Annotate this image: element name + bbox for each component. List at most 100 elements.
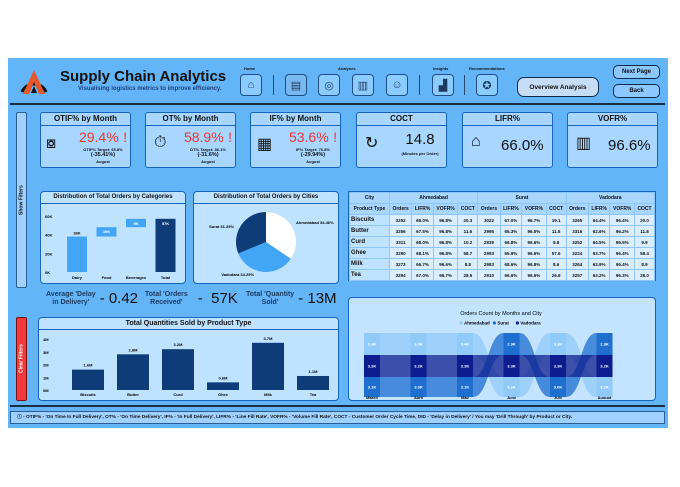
table-cell: 67.0%	[499, 214, 523, 226]
bar	[117, 354, 149, 390]
overview-analysis-button[interactable]: Overview Analysis	[517, 77, 599, 97]
pie-label: Surat 31.25%	[209, 224, 234, 229]
supply-chain-logo	[20, 70, 48, 94]
matrix-table: City Ahmedabad Surat Vadodara Product Type Or…	[349, 192, 656, 281]
data-label: 3.3K	[554, 364, 563, 369]
table-cell: 96.8%	[432, 225, 459, 237]
kpi-card-lifr[interactable]: LIFR% ⌂ 66.0%	[462, 112, 553, 168]
waterfall-svg: 0K 20K 40K 60K 38K Dairy 10K Food 9K Beverages 57K…	[45, 214, 176, 280]
table-cell: 96.3%	[609, 269, 636, 281]
metric-header: LIFR%	[499, 203, 523, 215]
y-tick-label: 40K	[45, 233, 52, 238]
table-cell: 2910	[477, 269, 501, 281]
city-col-header[interactable]: Vadodara	[565, 192, 656, 204]
pie-label: Vadodara 34.29%	[221, 272, 254, 277]
ribbon-flow	[566, 355, 597, 377]
ribbon-segment	[364, 333, 380, 355]
city-col-header[interactable]: Surat	[477, 192, 567, 204]
table-row[interactable]: Curd 3311 68.0% 96.8% 10.2 2939 66.8% 96.6% 9.8 3…	[349, 236, 655, 248]
table-cell: 3311	[388, 236, 413, 248]
table-cell: 96.4%	[609, 258, 636, 270]
table-cell: 11.5	[545, 225, 567, 237]
data-label: 38K	[73, 231, 80, 236]
customers-icon[interactable]: ☺	[386, 74, 408, 96]
ribbon-flow	[380, 355, 411, 377]
legend-label: Surat	[497, 321, 509, 326]
orders-ribbon-chart[interactable]: Orders Count by Months and City Ahmedabad…	[348, 297, 656, 401]
table-cell: 66.6%	[499, 269, 523, 281]
table-cell: 96.4%	[609, 247, 636, 259]
table-cell: 96.6%	[432, 258, 459, 270]
report-analysis-icon[interactable]: ▤	[285, 74, 307, 96]
table-cell: 67.0%	[411, 269, 434, 281]
show-filters-button[interactable]: Show Filters	[16, 112, 27, 288]
data-label: 1.6M	[84, 363, 94, 368]
stat-label: Sold'	[261, 298, 279, 306]
quantities-bar-chart[interactable]: Total Quantities Sold by Product Type 0M…	[38, 317, 339, 401]
total-orders-stat: Total 'Orders Received' - 57K	[145, 290, 238, 307]
metric-header: VOFR%	[521, 203, 547, 215]
ribbon-segment	[596, 355, 613, 377]
stat-value: - 57K	[197, 290, 238, 307]
kpi-card-ot[interactable]: OT% by Month ⏱ 58.9% ! OT% Target: 86.1%…	[145, 112, 236, 168]
table-cell: 3257	[565, 269, 589, 281]
divider	[464, 75, 465, 95]
kpi-card-if[interactable]: IF% by Month ▦ 53.6% ! IF% Target: 76.5%…	[250, 112, 341, 168]
next-page-button[interactable]: Next Page	[613, 65, 660, 79]
metric-header: COCT	[457, 203, 479, 215]
clear-filters-button[interactable]: Clear Filters	[16, 317, 27, 401]
pie-slice	[266, 212, 296, 259]
table-cell: 63.7%	[587, 247, 611, 259]
city-col-header[interactable]: Ahmedabad	[388, 192, 479, 204]
table-cell: 8.9	[634, 258, 655, 270]
table-cell: 3256	[388, 225, 413, 237]
ribbon-segment	[503, 377, 520, 397]
x-tick-label: Beverages	[126, 275, 147, 280]
table-cell: 3290	[388, 247, 413, 259]
ribbon-segment	[503, 333, 520, 355]
kpi-title: OT% by Month	[146, 113, 235, 126]
kpi-note: (Minutes per Order)	[401, 151, 439, 156]
warehouse-check-icon: ⌂	[471, 133, 481, 150]
ribbon-segment	[550, 355, 566, 377]
table-cell: 63.9%	[587, 258, 611, 270]
bar	[162, 349, 194, 390]
ribbon-segment	[457, 377, 473, 397]
alert-icon: !	[123, 129, 128, 145]
dashboard-gauge-icon[interactable]: ◎	[318, 74, 340, 96]
kpi-month: August	[96, 159, 110, 164]
table-row[interactable]: Ghee 3290 68.1% 96.8% 58.7 2993 65.9% 96.6% 57.6…	[349, 247, 655, 259]
table-cell: 3316	[565, 225, 589, 237]
metric-header: LIFR%	[411, 203, 434, 215]
insights-chart-icon[interactable]: ▟	[432, 74, 454, 96]
ribbon-segment	[410, 333, 427, 355]
table-row[interactable]: Biscuits 3252 68.0% 96.8% 20.3 3022 67.0% 96.7%…	[349, 214, 655, 226]
stopwatch-icon: ⏱	[154, 134, 167, 151]
ribbon-segment	[410, 377, 427, 397]
city-product-matrix[interactable]: City Ahmedabad Surat Vadodara Product Type Or…	[348, 191, 656, 281]
x-tick-label: August	[598, 395, 612, 399]
table-cell: 10.2	[457, 236, 479, 248]
kpi-card-vofr[interactable]: VOFR% ▥ 96.6%	[567, 112, 658, 168]
kpi-value: 29.4%	[78, 129, 119, 145]
stat-label: Total 'Orders	[145, 290, 188, 298]
recommendations-icon[interactable]: ✪	[476, 74, 498, 96]
kpi-title: LIFR%	[463, 113, 552, 126]
cities-pie-chart[interactable]: Distribution of Total Orders by Cities A…	[193, 191, 339, 284]
table-row[interactable]: Milk 3273 66.7% 96.6% 8.8 2983 68.6% 96.8% 8.6 32…	[349, 258, 655, 270]
data-label: 3.0K	[554, 385, 563, 390]
home-icon[interactable]: ⌂	[240, 74, 262, 96]
table-cell: 3224	[565, 247, 589, 259]
ribbon-flow	[380, 333, 411, 355]
table-row[interactable]: Tea 3294 67.0% 96.7% 28.5 2910 66.6% 96.6% 26.8 3…	[349, 269, 655, 281]
table-row[interactable]: Butter 3256 67.5% 96.8% 11.6 2995 65.3% 96.5% 11…	[349, 225, 655, 237]
metric-header: VOFR%	[609, 203, 636, 215]
back-button[interactable]: Back	[613, 84, 660, 98]
products-icon[interactable]: ▥	[352, 74, 374, 96]
kpi-card-coct[interactable]: COCT ↻ 14.8 (Minutes per Order)	[356, 112, 447, 168]
bar	[67, 236, 87, 272]
kpi-card-otif[interactable]: OTIF% by Month ⧇ 29.4% ! OTIF% Target: 6…	[40, 112, 131, 168]
y-tick-label: 20K	[45, 251, 52, 256]
table-cell: 2983	[477, 258, 501, 270]
categories-waterfall-chart[interactable]: Distribution of Total Orders by Categori…	[40, 191, 186, 284]
